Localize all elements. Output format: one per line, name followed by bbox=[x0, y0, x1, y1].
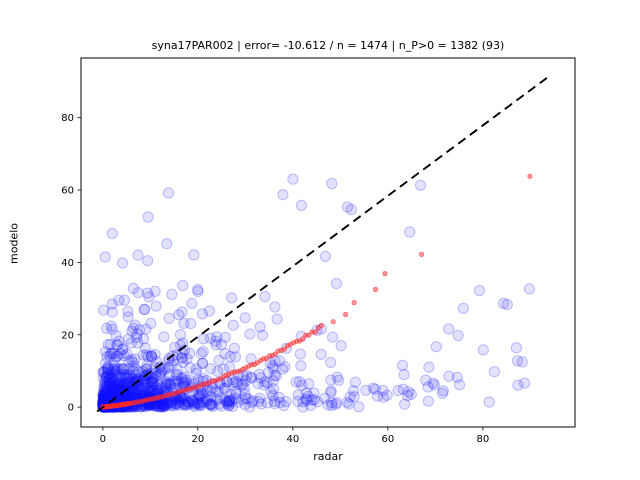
svg-text:0: 0 bbox=[68, 403, 74, 414]
x-axis-ticks: 0 20 40 60 80 bbox=[100, 427, 489, 445]
svg-text:20: 20 bbox=[61, 330, 74, 341]
identity-line bbox=[96, 75, 550, 413]
svg-text:80: 80 bbox=[61, 113, 74, 124]
svg-text:60: 60 bbox=[61, 186, 74, 197]
svg-text:0: 0 bbox=[100, 434, 106, 445]
y-axis-ticks: 0 20 40 60 80 bbox=[61, 113, 81, 414]
axes-frame bbox=[80, 57, 576, 428]
blue-scatter-points bbox=[97, 173, 536, 413]
svg-text:20: 20 bbox=[191, 434, 204, 445]
svg-text:40: 40 bbox=[61, 258, 74, 269]
svg-text:40: 40 bbox=[286, 434, 299, 445]
svg-text:80: 80 bbox=[476, 434, 489, 445]
chart-title: syna17PAR002 | error= -10.612 / n = 1474… bbox=[151, 39, 505, 52]
y-axis-label: modelo bbox=[7, 223, 21, 264]
x-axis-label: radar bbox=[313, 450, 343, 463]
svg-text:60: 60 bbox=[381, 434, 394, 445]
red-quantile-points bbox=[100, 173, 533, 410]
